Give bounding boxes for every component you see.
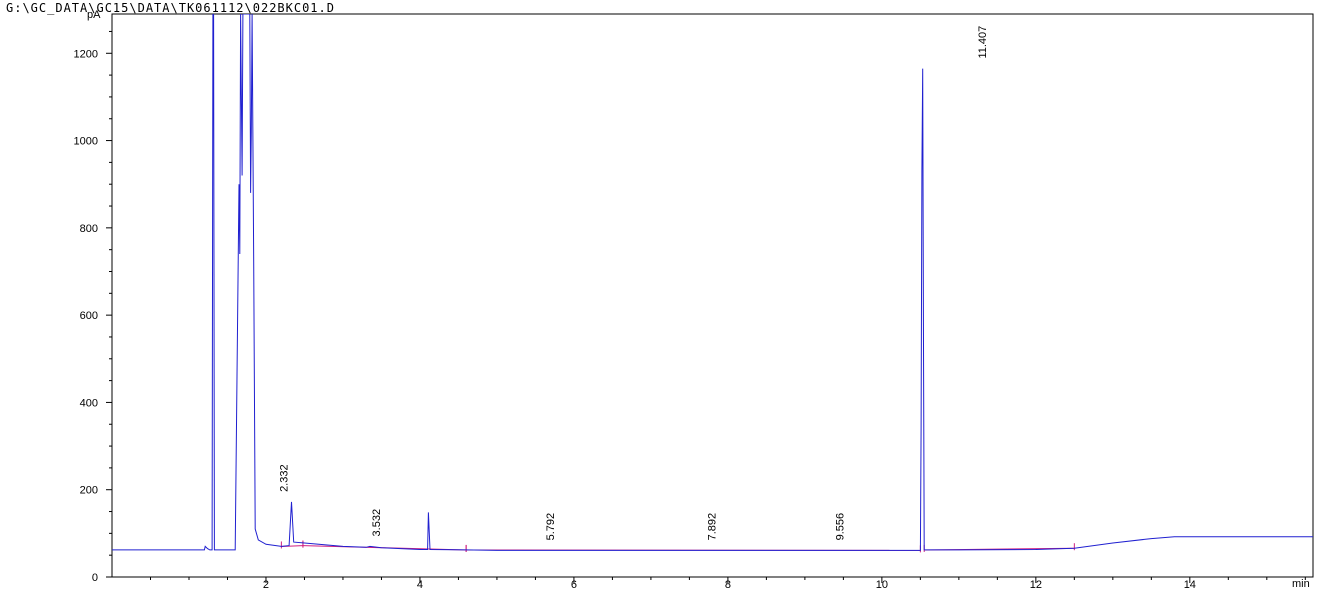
signal-trace — [112, 14, 1313, 551]
peak-retention-time-label: 11.407 — [977, 26, 989, 59]
peak-retention-time-label: 5.792 — [545, 513, 557, 541]
ticks-group: 0 200 400 600 800 1000 1200 2 4 6 8 10 12 14 — [74, 30, 1306, 589]
y-tick-label: 1000 — [74, 136, 98, 148]
y-tick-label: 200 — [80, 485, 98, 497]
x-tick-label: 2 — [263, 579, 269, 589]
y-tick-label: 400 — [80, 397, 98, 409]
y-tick-label: 600 — [80, 310, 98, 322]
y-tick-label: 0 — [92, 572, 98, 584]
x-tick-label: 6 — [571, 579, 577, 589]
y-axis-unit-label: pA — [87, 9, 101, 21]
x-axis-unit-label: min — [1292, 578, 1310, 589]
x-tick-label: 14 — [1184, 579, 1196, 589]
axes-group — [111, 13, 1314, 578]
file-path-header: G:\GC_DATA\GC15\DATA\TK061112\022BKC01.D — [6, 1, 335, 15]
plot-frame — [111, 13, 1314, 578]
x-tick-label: 8 — [725, 579, 731, 589]
y-tick-label: 1200 — [74, 48, 98, 60]
x-tick-label: 4 — [417, 579, 423, 589]
peak-retention-time-label: 9.556 — [835, 513, 847, 541]
peak-retention-time-label: 2.332 — [279, 464, 291, 492]
peak-labels-group: 2.332 3.532 5.792 7.892 9.556 11.407 — [279, 26, 990, 541]
y-tick-label: 800 — [80, 223, 98, 235]
peak-retention-time-label: 7.892 — [707, 513, 719, 541]
trace-group — [112, 14, 1313, 551]
x-tick-label: 12 — [1030, 579, 1042, 589]
x-tick-label: 10 — [876, 579, 888, 589]
peak-retention-time-label: 3.532 — [371, 509, 383, 537]
